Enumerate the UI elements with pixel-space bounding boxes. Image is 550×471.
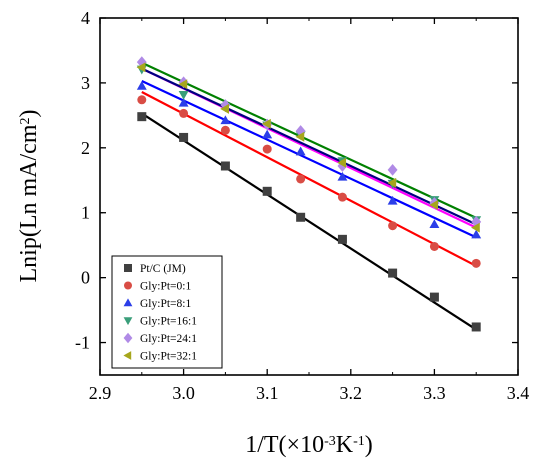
data-point-series-2 [136,80,147,90]
data-point-series-0 [137,112,147,122]
x-axis-title-main: 1/T(×10 [245,432,324,458]
data-point-series-2 [471,229,482,239]
data-point-series-1 [388,221,398,231]
data-point-series-0 [471,322,481,332]
y-axis-title-main: Lnip(Ln mA/cm [16,124,42,282]
x-axis-title-unit: K [336,432,354,458]
y-tick-label: 2 [81,138,90,158]
data-point-series-5 [295,131,305,142]
x-axis-title: 1/T(×10-3K-1) [245,432,373,458]
fit-line-series-5 [141,67,477,226]
data-point-series-1 [337,192,347,202]
data-point-series-2 [387,195,398,205]
data-point-series-2 [262,129,273,139]
data-point-series-1 [220,125,230,135]
data-point-series-2 [429,219,440,229]
data-point-series-4 [387,164,398,176]
fit-line-series-2 [141,79,477,239]
legend-marker-5 [123,351,132,360]
legend-marker-1 [124,281,132,290]
fit-line-series-1 [141,91,477,267]
legend-box [111,255,223,369]
y-tick-label: 4 [81,8,90,28]
legend-label-2: Gly:Pt=8:1 [140,298,191,310]
data-point-series-5 [262,118,271,129]
data-point-series-0 [296,212,306,222]
data-point-series-2 [337,171,348,181]
y-tick-label: -1 [75,333,90,353]
legend-marker-2 [123,298,133,307]
legend-marker-0 [124,264,132,272]
data-point-series-1 [296,174,306,184]
data-point-series-5 [471,222,480,233]
y-axis-title-close: ) [16,110,42,118]
data-point-series-3 [178,90,189,100]
x-tick-label: 3.4 [507,383,530,403]
data-point-series-2 [220,115,231,125]
fit-lines [141,61,477,331]
legend-label-3: Gly:Pt=16:1 [140,316,197,328]
data-markers [136,56,482,332]
axis-ticks [99,17,519,375]
legend-marker-4 [123,332,133,344]
data-point-series-0 [429,292,439,302]
legend-label-0: Pt/C (JM) [140,263,186,275]
data-point-series-5 [429,199,438,210]
data-point-series-1 [471,258,481,268]
x-axis-title-exponent: -3 [324,434,336,449]
data-point-series-0 [220,161,230,171]
tick-labels: 2.9 3.0 3.1 3.2 3.3 3.4 -1 0 1 2 3 4 [75,8,529,403]
data-point-series-0 [262,186,272,196]
data-point-series-0 [179,132,189,142]
data-point-series-1 [137,95,147,105]
legend-label-4: Gly:Pt=24:1 [140,333,197,345]
data-point-series-0 [337,234,347,244]
data-point-series-1 [179,108,189,118]
legend: Pt/C (JM) Gly:Pt=0:1 Gly:Pt=8:1 Gly:Pt=16:1… [111,255,223,369]
data-point-series-5 [178,79,188,90]
y-tick-label: 3 [81,73,90,93]
data-point-series-5 [387,177,397,188]
data-point-series-2 [178,97,189,107]
x-axis-title-unit-exponent: -1 [353,434,365,449]
data-point-series-1 [262,144,272,154]
y-axis-title-exponent: 2 [18,118,33,125]
data-point-series-1 [429,241,439,251]
legend-marker-3 [123,317,133,326]
fit-line-series-0 [141,112,477,331]
x-tick-label: 3.2 [340,383,363,403]
x-tick-label: 2.9 [89,383,112,403]
x-tick-label: 3.1 [256,383,279,403]
x-axis-title-close: ) [365,432,373,458]
y-axis-title: Lnip(Ln mA/cm2) [16,110,42,283]
data-point-series-0 [388,268,398,278]
legend-label-1: Gly:Pt=0:1 [140,281,191,293]
y-tick-label: 0 [81,268,90,288]
data-point-series-5 [220,103,229,114]
data-point-series-5 [337,157,347,168]
data-point-series-2 [295,146,306,156]
legend-label-5: Gly:Pt=32:1 [140,351,197,363]
x-tick-label: 3.3 [423,383,446,403]
fit-line-series-3 [141,61,477,219]
x-tick-label: 3.0 [172,383,195,403]
y-tick-label: 1 [81,203,90,223]
data-point-series-5 [136,62,146,73]
